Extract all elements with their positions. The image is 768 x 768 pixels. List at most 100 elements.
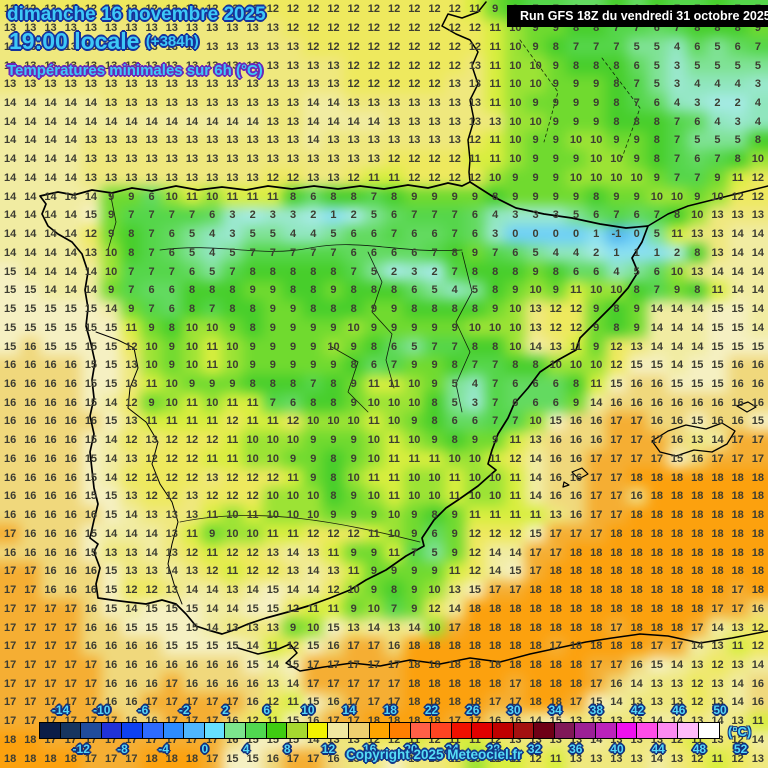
temp-value: 16 (44, 528, 56, 540)
temp-value: 13 (226, 584, 238, 596)
temp-value: 12 (388, 22, 400, 34)
temp-value: 17 (65, 640, 77, 652)
temp-value: 15 (732, 303, 744, 315)
temp-value: 8 (290, 378, 296, 390)
field-cell (626, 56, 648, 76)
temp-value: 9 (229, 378, 235, 390)
temp-value: 9 (290, 341, 296, 353)
temp-value: 15 (226, 640, 238, 652)
temp-value: 16 (44, 359, 56, 371)
temp-value: 16 (247, 678, 259, 690)
temp-value: 17 (24, 565, 36, 577)
temp-value: 16 (247, 696, 259, 708)
temp-value: 14 (732, 696, 744, 708)
temp-value: 12 (327, 528, 339, 540)
temp-value: 17 (388, 678, 400, 690)
temp-value: 8 (613, 116, 619, 128)
temp-value: 13 (570, 715, 582, 727)
temp-value: 15 (610, 378, 622, 390)
temp-value: 13 (186, 134, 198, 146)
temp-value: 9 (351, 490, 357, 502)
temp-value: 8 (431, 397, 437, 409)
temp-value: 17 (65, 678, 77, 690)
temp-value: 13 (610, 715, 622, 727)
temp-value: 5 (755, 60, 761, 72)
temp-value: 8 (654, 134, 660, 146)
temp-value: 11 (388, 172, 400, 184)
temp-value: 9 (634, 303, 640, 315)
temp-value: 18 (529, 659, 541, 671)
temp-value: 10 (105, 266, 117, 278)
temp-value: 6 (189, 266, 195, 278)
field-cell (262, 56, 284, 76)
temp-value: 13 (327, 60, 339, 72)
temp-value: 15 (732, 341, 744, 353)
temp-value: 17 (4, 640, 16, 652)
temp-value: 15 (711, 303, 723, 315)
temp-value: 15 (44, 303, 56, 315)
temp-value: 12 (428, 60, 440, 72)
temp-value: 15 (247, 753, 259, 765)
temp-value: 9 (452, 191, 458, 203)
temp-value: 10 (368, 434, 380, 446)
temp-value: 14 (651, 303, 663, 315)
temp-value: 15 (287, 715, 299, 727)
temp-value: 13 (226, 134, 238, 146)
temp-value: 16 (85, 584, 97, 596)
field-cell (222, 18, 244, 39)
temp-value: 9 (310, 359, 316, 371)
field-cell (222, 37, 244, 57)
time-title: 19:00 locale (+384h) (9, 28, 199, 55)
temp-value: 10 (428, 490, 440, 502)
temp-value: 13 (247, 172, 259, 184)
local-time-label: 19:00 locale (9, 28, 139, 54)
temp-value: 8 (310, 397, 316, 409)
temp-value: 15 (85, 322, 97, 334)
temp-value: 11 (510, 509, 522, 521)
temp-value: 9 (371, 303, 377, 315)
field-cell (0, 37, 21, 57)
temp-value: 10 (529, 60, 541, 72)
temp-value: 9 (593, 116, 599, 128)
temp-value: 9 (371, 584, 377, 596)
field-cell (121, 18, 143, 39)
temp-value: 9 (391, 303, 397, 315)
temp-value: 15 (691, 415, 703, 427)
temp-value: 8 (189, 303, 195, 315)
temp-value: 9 (593, 341, 599, 353)
field-cell (40, 18, 62, 39)
temp-value: 13 (449, 584, 461, 596)
temp-value: 12 (408, 172, 420, 184)
temp-value: 13 (388, 97, 400, 109)
temp-value: 17 (65, 659, 77, 671)
temp-value: 14 (529, 715, 541, 727)
temp-value: 15 (145, 622, 157, 634)
temp-value: 16 (732, 359, 744, 371)
temp-value: 10 (105, 247, 117, 259)
temp-value: 13 (287, 116, 299, 128)
temp-value: 16 (651, 415, 663, 427)
temp-value: 18 (570, 603, 582, 615)
temp-value: 10 (348, 584, 360, 596)
temp-value: 10 (610, 284, 622, 296)
temp-value: 11 (206, 453, 218, 465)
temp-value: 13 (489, 116, 501, 128)
temp-value: 10 (590, 134, 602, 146)
temp-value: 13 (267, 547, 279, 559)
temp-value: 17 (145, 734, 157, 746)
field-cell (404, 37, 425, 57)
temp-value: 17 (610, 659, 622, 671)
field-cell (161, 56, 183, 76)
temp-value: 6 (371, 247, 377, 259)
temp-value: 9 (351, 603, 357, 615)
field-cell (485, 0, 506, 20)
temp-value: 9 (714, 172, 720, 184)
temp-value: 6 (694, 41, 700, 53)
temp-value: 16 (145, 659, 157, 671)
temp-value: 18 (691, 584, 703, 596)
temp-value: 14 (287, 678, 299, 690)
temp-value: 12 (125, 341, 137, 353)
temp-value: 15 (105, 322, 117, 334)
temp-value: 13 (449, 116, 461, 128)
temp-value: 17 (44, 622, 56, 634)
